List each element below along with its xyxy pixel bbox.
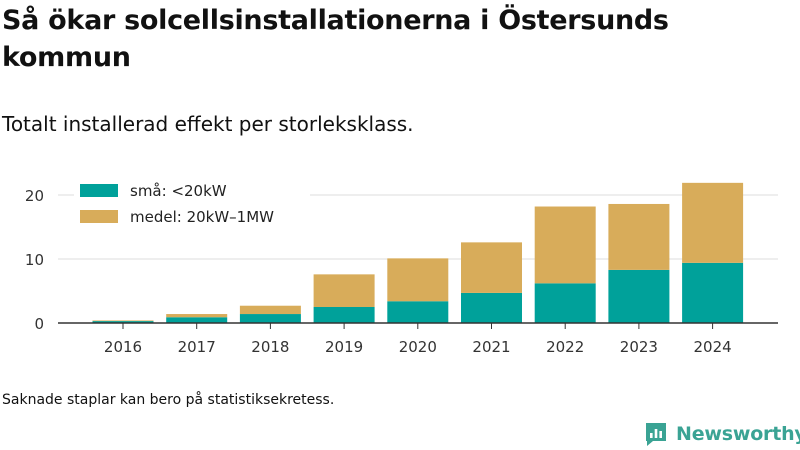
x-tick-label: 2023	[620, 338, 658, 356]
x-tick-label: 2018	[251, 338, 289, 356]
bar-small-2019	[313, 307, 375, 323]
bar-medium-2021	[461, 242, 522, 293]
brand-name: Newsworthy	[676, 423, 800, 445]
bar-medium-2023	[608, 203, 670, 270]
y-axis-ticks: 0 10 20	[25, 187, 44, 333]
chart-title: Så ökar solcellsinstallationerna i Öster…	[2, 5, 669, 73]
y-tick-label: 20	[25, 187, 44, 205]
bar-small-2024	[682, 262, 744, 323]
bar-small-2017	[166, 317, 228, 323]
bar-medium-2017	[166, 314, 228, 318]
x-tick-label: 2020	[399, 338, 437, 356]
bar-medium-2024	[682, 182, 744, 263]
x-tick-label: 2019	[325, 338, 363, 356]
bar-small-2020	[387, 301, 449, 323]
legend-label-medium: medel: 20kW–1MW	[130, 208, 274, 226]
bar-small-2018	[239, 314, 301, 323]
footnote: Saknade staplar kan bero på statistiksek…	[2, 392, 335, 408]
legend-label-small: små: <20kW	[130, 182, 227, 200]
x-axis-ticks: 2016 2017 2018 2019 2020 2021 2022 2023 2024	[104, 323, 732, 356]
bar-medium-2020	[387, 258, 449, 302]
y-tick-label: 0	[34, 315, 44, 333]
bar-small-2023	[608, 269, 670, 323]
bar-small-2021	[461, 292, 522, 323]
x-tick-label: 2021	[472, 338, 510, 356]
legend: små: <20kW medel: 20kW–1MW	[74, 175, 310, 231]
bars	[92, 182, 744, 323]
legend-swatch-medium	[80, 210, 118, 223]
bar-small-2016	[92, 321, 154, 323]
bar-medium-2022	[534, 206, 596, 284]
x-tick-label: 2024	[694, 338, 732, 356]
y-tick-label: 10	[25, 251, 44, 269]
chart-subtitle: Totalt installerad effekt per storlekskl…	[2, 112, 414, 136]
x-tick-label: 2016	[104, 338, 142, 356]
bar-medium-2016	[92, 320, 154, 322]
legend-swatch-small	[80, 184, 118, 197]
newsworthy-logo-icon	[646, 423, 666, 446]
brand-logo[interactable]: Newsworthy	[644, 420, 800, 448]
bar-small-2022	[534, 283, 596, 323]
x-tick-label: 2022	[546, 338, 584, 356]
bar-medium-2018	[239, 305, 301, 315]
x-tick-label: 2017	[178, 338, 216, 356]
bar-medium-2019	[313, 274, 375, 307]
